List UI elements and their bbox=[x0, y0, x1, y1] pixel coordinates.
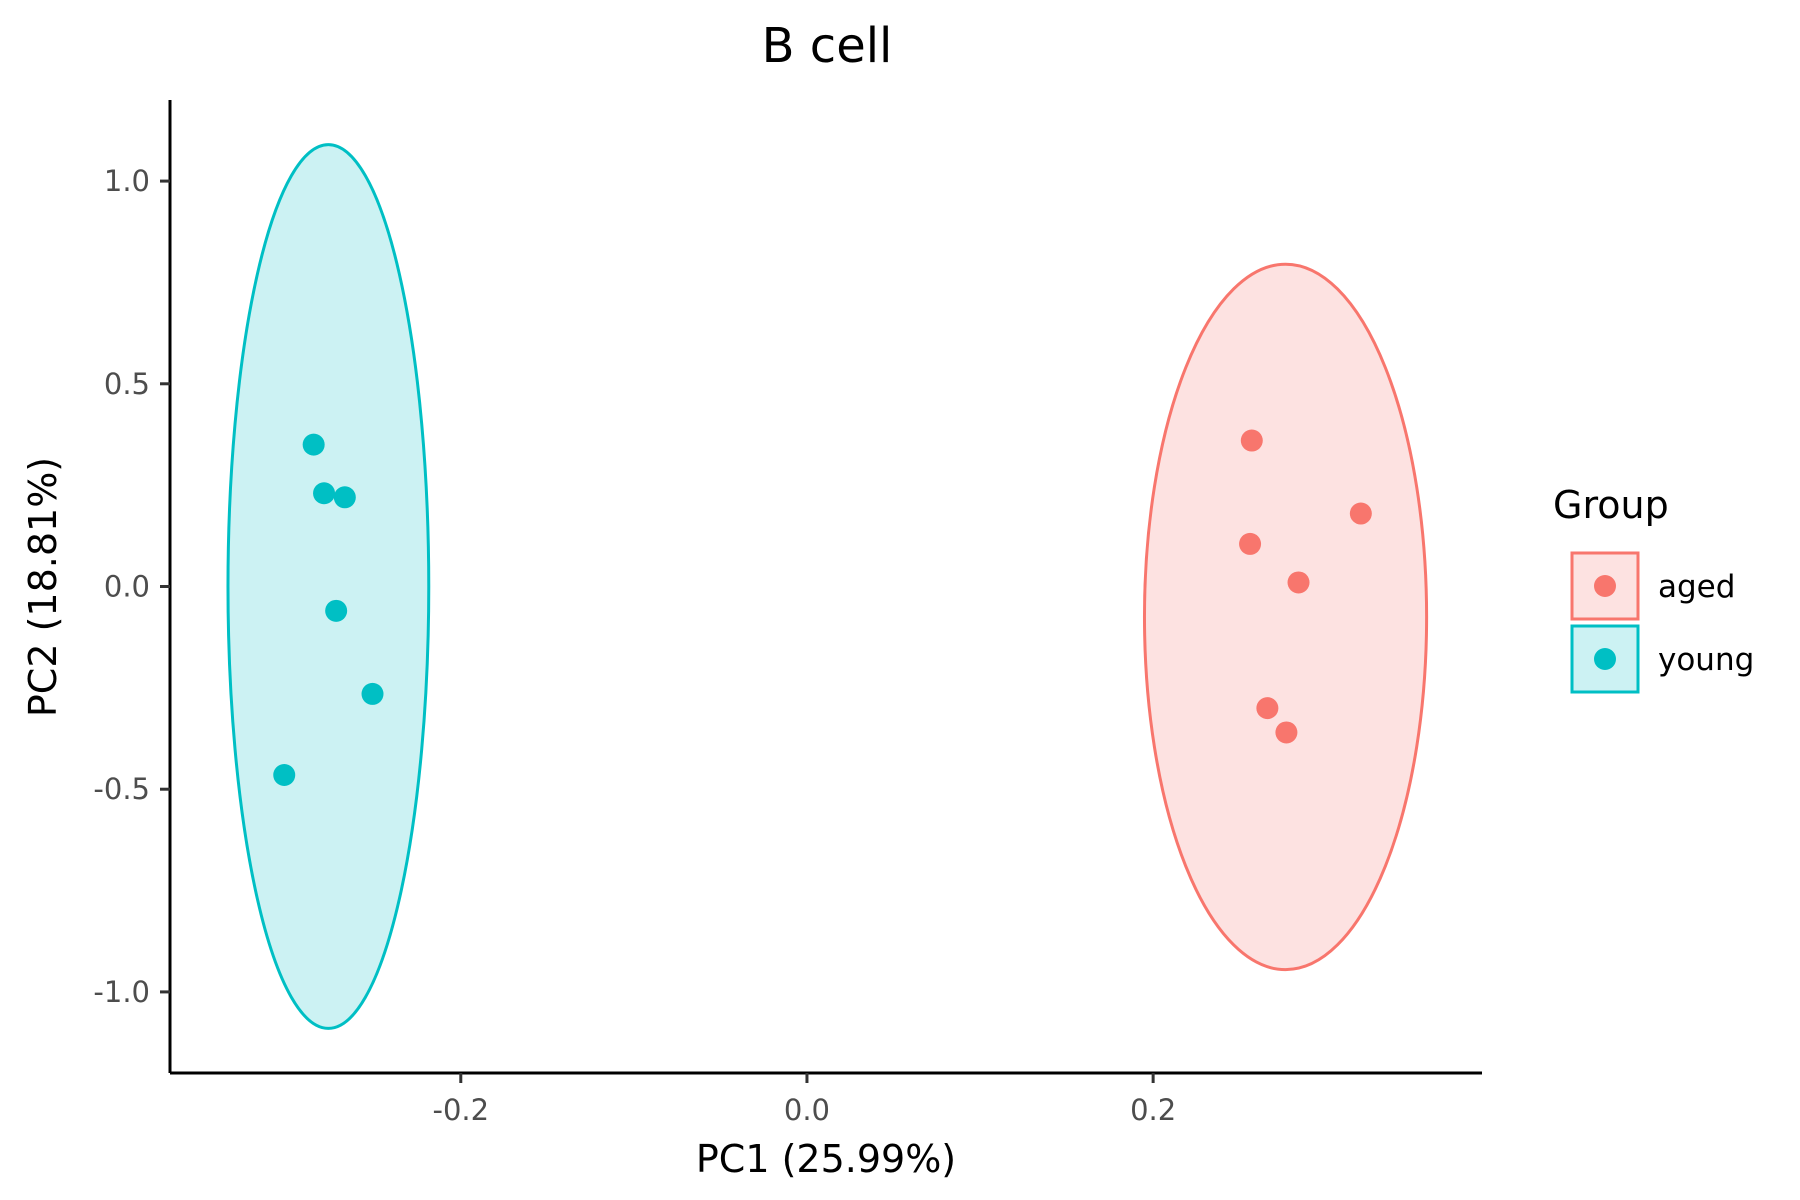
legend-key-young: young bbox=[1570, 624, 1754, 694]
data-point-aged bbox=[1287, 571, 1310, 594]
x-tick-label: 0.0 bbox=[784, 1093, 830, 1127]
data-point-young bbox=[302, 433, 325, 456]
x-tick-label: 0.2 bbox=[1130, 1093, 1176, 1127]
legend-key-aged: aged bbox=[1570, 551, 1735, 621]
y-axis-ticks: -1.0 -0.5 0.0 0.5 1.0 bbox=[93, 164, 170, 1009]
data-point-aged bbox=[1349, 502, 1372, 525]
ellipses-layer bbox=[226, 143, 1429, 1030]
y-tick-label: -1.0 bbox=[93, 975, 150, 1009]
data-point-aged bbox=[1275, 721, 1298, 744]
y-tick-label: 1.0 bbox=[104, 164, 150, 198]
y-tick-label: 0.5 bbox=[104, 367, 150, 401]
chart-title: B cell bbox=[762, 18, 893, 74]
y-axis-title: PC2 (18.81%) bbox=[21, 457, 65, 717]
data-point-young bbox=[333, 486, 356, 509]
data-point-aged bbox=[1256, 697, 1279, 720]
legend-label-aged: aged bbox=[1658, 569, 1735, 605]
x-axis-ticks: -0.2 0.0 0.2 bbox=[432, 1073, 1176, 1127]
data-point-young bbox=[325, 599, 348, 622]
legend-items: aged young bbox=[1570, 551, 1754, 694]
legend-marker-aged bbox=[1594, 575, 1616, 597]
legend-label-young: young bbox=[1658, 642, 1754, 678]
points-layer bbox=[273, 429, 1372, 787]
data-point-young bbox=[273, 764, 296, 787]
y-tick-label: 0.0 bbox=[104, 570, 150, 604]
legend-title: Group bbox=[1553, 483, 1669, 527]
data-point-young bbox=[361, 682, 384, 705]
x-tick-label: -0.2 bbox=[432, 1093, 489, 1127]
data-point-aged bbox=[1240, 429, 1263, 452]
y-tick-label: -0.5 bbox=[93, 772, 150, 806]
data-point-aged bbox=[1239, 532, 1262, 555]
confidence-ellipse-aged bbox=[1142, 262, 1429, 972]
data-point-young bbox=[313, 482, 336, 505]
legend-marker-young bbox=[1594, 648, 1616, 670]
x-axis-title: PC1 (25.99%) bbox=[696, 1137, 956, 1181]
legend: Group aged young bbox=[1553, 483, 1754, 694]
confidence-ellipse-young bbox=[226, 143, 431, 1030]
